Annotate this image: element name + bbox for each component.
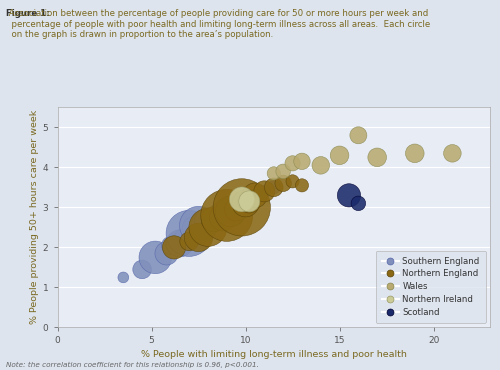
Point: [204, 218, 212, 224]
Point: [189, 225, 197, 231]
Point: [256, 191, 264, 196]
Point: [176, 240, 184, 246]
Point: [210, 216, 218, 222]
Point: [152, 255, 160, 260]
Point: [260, 188, 268, 194]
Point: [298, 182, 306, 188]
Point: [354, 201, 362, 206]
Point: [279, 168, 287, 174]
Point: [204, 225, 212, 231]
Point: [411, 150, 419, 156]
Point: [170, 245, 178, 250]
Point: [354, 132, 362, 138]
Point: [246, 198, 254, 204]
Point: [185, 238, 193, 244]
Point: [226, 208, 234, 214]
Point: [222, 212, 230, 218]
Legend: Southern England, Northern England, Wales, Northern Ireland, Scotland: Southern England, Northern England, Wale…: [376, 250, 486, 323]
Point: [373, 154, 381, 160]
Point: [222, 204, 230, 210]
Point: [166, 242, 174, 248]
Point: [182, 236, 190, 242]
Point: [120, 275, 128, 280]
Point: [238, 196, 246, 202]
Point: [336, 152, 344, 158]
Y-axis label: % People providing 50+ hours care per week: % People providing 50+ hours care per we…: [30, 110, 38, 324]
Point: [448, 150, 456, 156]
Point: [194, 222, 202, 228]
Point: [214, 212, 222, 218]
Point: [200, 221, 208, 226]
Point: [238, 204, 246, 210]
Point: [298, 158, 306, 164]
Text: Note: the correlation coefficient for this relationship is 0.96, p<0.001.: Note: the correlation coefficient for th…: [6, 362, 259, 368]
Point: [251, 192, 259, 198]
Point: [345, 192, 353, 198]
Text: Association between the percentage of people providing care for 50 or more hours: Association between the percentage of pe…: [6, 9, 430, 39]
Point: [246, 194, 254, 200]
Point: [288, 160, 296, 166]
Point: [242, 201, 250, 206]
Point: [226, 202, 234, 208]
Point: [194, 235, 202, 241]
Point: [288, 178, 296, 184]
Point: [270, 184, 278, 190]
Point: [270, 184, 278, 190]
Point: [246, 198, 254, 204]
Point: [242, 196, 250, 202]
Point: [260, 188, 268, 194]
Point: [172, 240, 180, 246]
Point: [162, 250, 170, 256]
Point: [251, 192, 259, 198]
Point: [232, 201, 240, 206]
Point: [238, 198, 246, 204]
X-axis label: % People with limiting long-term illness and poor health: % People with limiting long-term illness…: [141, 350, 406, 359]
Point: [317, 162, 325, 168]
Point: [219, 214, 227, 220]
Text: Figure 1:: Figure 1:: [6, 9, 50, 18]
Point: [270, 170, 278, 176]
Point: [208, 216, 216, 222]
Point: [219, 208, 227, 214]
Point: [185, 231, 193, 236]
Point: [279, 181, 287, 186]
Point: [232, 206, 240, 212]
Point: [138, 266, 146, 272]
